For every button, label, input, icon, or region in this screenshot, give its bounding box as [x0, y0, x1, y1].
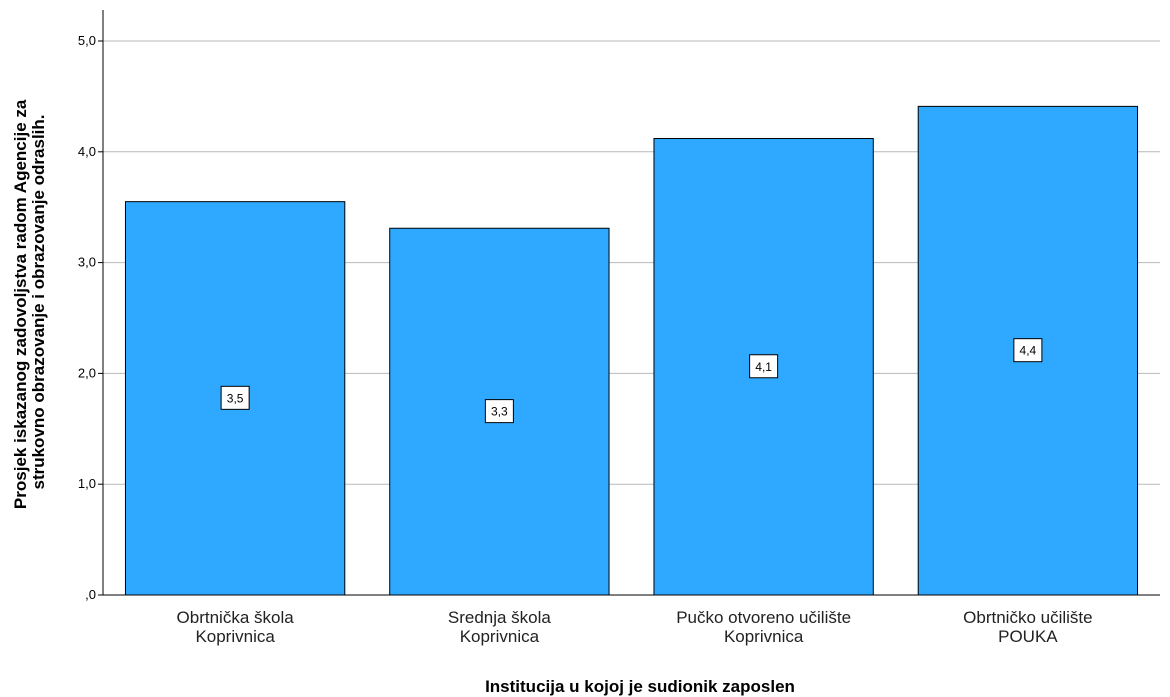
x-tick-label: Srednja škola Koprivnica — [448, 608, 552, 646]
x-tick-labels: Obrtnička škola Koprivnica Srednja škola Ko… — [177, 608, 1093, 646]
bars — [124, 105, 1139, 596]
svg-text:3,3: 3,3 — [491, 405, 508, 419]
y-axis-title: Prosjek iskazanog zadovoljstva radom Age… — [11, 95, 48, 509]
data-label: 3,5 — [220, 385, 250, 410]
svg-text:4,1: 4,1 — [755, 360, 772, 374]
y-tick-label: 5,0 — [78, 33, 96, 48]
x-axis-title: Institucija u kojoj je sudionik zaposlen — [485, 677, 795, 696]
y-axis-title-line-2: strukovno obrazovanje i obrazovanje odra… — [29, 114, 48, 489]
x-tick-label: Obrtničko učilište POUKA — [963, 608, 1092, 646]
y-tick-label: ,0 — [85, 587, 96, 602]
y-tick-labels: ,0 1,0 2,0 3,0 4,0 5,0 — [78, 33, 96, 602]
x-tick-label: Obrtnička škola Koprivnica — [177, 608, 295, 646]
data-label: 3,3 — [484, 399, 514, 424]
y-tick-label: 4,0 — [78, 144, 96, 159]
y-axis-title-line-1: Prosjek iskazanog zadovoljstva radom Age… — [11, 99, 30, 509]
y-tick-label: 3,0 — [78, 255, 96, 270]
data-labels: 3,5 3,3 4,1 4,4 — [220, 338, 1043, 424]
data-label: 4,1 — [749, 354, 779, 379]
y-tick-label: 2,0 — [78, 365, 96, 380]
data-label: 4,4 — [1013, 338, 1043, 363]
x-tick-label: Pučko otvoreno učilište Koprivnica — [676, 608, 851, 646]
svg-text:3,5: 3,5 — [227, 391, 244, 405]
axes — [98, 10, 1160, 596]
svg-text:4,4: 4,4 — [1020, 344, 1037, 358]
y-tick-label: 1,0 — [78, 476, 96, 491]
